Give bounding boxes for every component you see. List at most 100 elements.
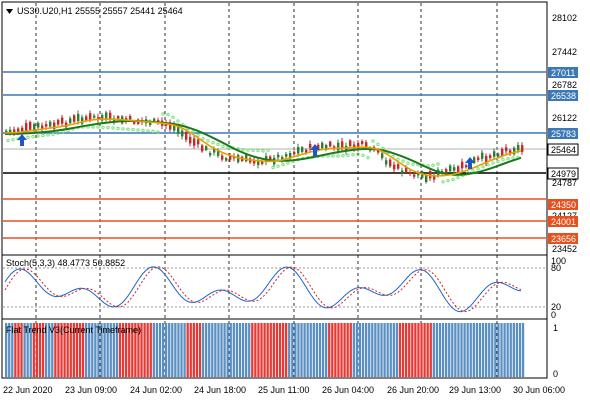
candle-body [401, 170, 404, 174]
trend-bar [128, 323, 131, 377]
trend-bar [377, 323, 380, 377]
trend-bar [380, 323, 383, 377]
trend-bar [121, 323, 125, 377]
trend-bar [32, 323, 35, 377]
trend-bar [309, 323, 312, 377]
candle-body [221, 155, 224, 160]
buy-arrow [17, 134, 27, 146]
candle-body [329, 141, 332, 147]
trend-bar [352, 323, 355, 377]
trend-bar [41, 323, 45, 377]
candle-body [257, 160, 260, 166]
sar-dot [241, 148, 245, 152]
time-label: 24 Jun 02:00 [130, 385, 182, 395]
trend-bar [140, 323, 143, 377]
trend-bar [45, 323, 48, 377]
sar-dot [166, 113, 170, 117]
sar-dot [31, 134, 35, 139]
trend-bar [432, 323, 435, 377]
trend-bar [426, 323, 429, 377]
trend-bar [214, 323, 217, 377]
trend-bar [11, 323, 14, 377]
trend-bar [294, 323, 297, 377]
trend-bar [149, 323, 152, 377]
resistance-label: 26538 [551, 91, 576, 101]
price-tick: 27442 [552, 47, 577, 57]
trend-bar [491, 323, 494, 377]
trend-bar [325, 323, 328, 377]
trend-bar [100, 323, 103, 377]
candle-body [289, 153, 292, 159]
candle-body [321, 142, 324, 149]
trend-bar [506, 323, 509, 377]
sar-dot [511, 156, 515, 160]
sar-dot [481, 165, 485, 169]
trend-bar [368, 323, 371, 377]
sar-dot [406, 161, 410, 165]
sar-dot [91, 125, 95, 129]
trend-bar [66, 323, 69, 377]
trend-bar [131, 323, 134, 377]
candle-body [189, 136, 192, 144]
candle-body [45, 124, 48, 127]
stoch-tick: 80 [551, 263, 561, 273]
sar-dot [191, 130, 195, 134]
trend-bar [405, 323, 408, 377]
main-chart-panel[interactable] [1, 1, 548, 256]
candle-body [417, 173, 420, 176]
sar-dot [246, 148, 250, 152]
stoch-tick: 100 [551, 256, 566, 266]
trend-bar [389, 323, 392, 377]
trend-bar [97, 323, 100, 377]
candle-body [413, 174, 416, 177]
sar-dot [46, 133, 50, 137]
trend-bar [109, 323, 112, 377]
trend-bar [115, 323, 119, 377]
trend-bar [91, 323, 94, 377]
candle-body [225, 158, 228, 161]
trend-bar [281, 323, 285, 377]
sar-dot [56, 131, 60, 135]
trend-bar [241, 323, 245, 377]
trend-bar [358, 323, 362, 377]
sar-dot [116, 126, 120, 131]
candle-body [217, 150, 220, 156]
candle-body [517, 144, 520, 151]
trend-bar [29, 323, 32, 377]
stochastic-panel[interactable] [1, 254, 548, 320]
trend-bar [500, 323, 503, 377]
trend-bar [229, 323, 232, 377]
triangle-down-icon[interactable] [6, 9, 13, 14]
candle-body [325, 145, 328, 150]
sar-dot [101, 125, 105, 129]
trend-bar [137, 323, 140, 377]
candle-body [229, 155, 232, 160]
trend-bar [57, 323, 60, 377]
trend-bar [174, 323, 177, 377]
trend-bar [54, 323, 57, 377]
sar-dot [336, 154, 340, 158]
trend-bar [297, 323, 300, 377]
sar-dot [121, 127, 125, 131]
stoch-tick: 0 [551, 310, 556, 320]
candle-body [521, 145, 524, 152]
candle-body [381, 153, 384, 159]
candle-body [393, 164, 396, 170]
trend-bar [331, 323, 334, 377]
candle-body [93, 115, 96, 118]
candle-body [501, 148, 504, 156]
trend-bar [165, 323, 168, 377]
trend-bar [466, 323, 469, 377]
candle-body [245, 154, 248, 162]
trend-bar [328, 323, 331, 377]
trend-bar [454, 323, 457, 377]
sar-dot [441, 180, 445, 184]
trend-bar [205, 323, 208, 377]
sar-dot [486, 163, 490, 167]
trend-bar [460, 323, 463, 377]
candle-body [169, 122, 172, 130]
candle-body [17, 128, 20, 134]
symbol-header: US30.U20,H1 25555 25557 25441 25464 [17, 6, 183, 16]
candle-body [341, 141, 344, 149]
